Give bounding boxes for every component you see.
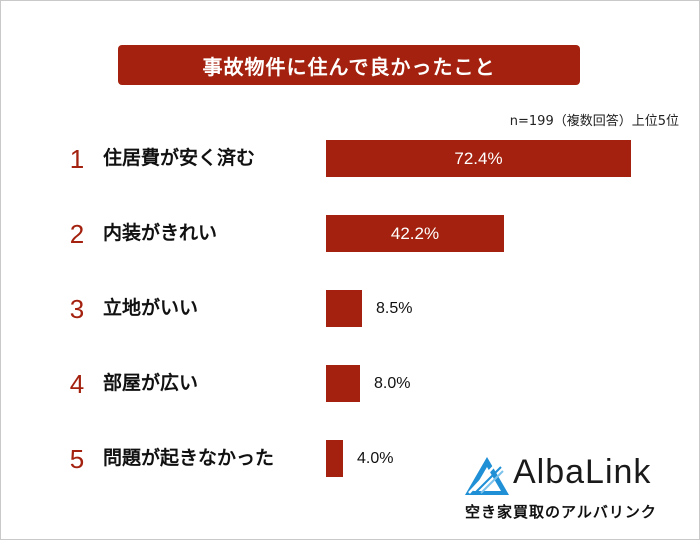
data-label: 8.0% <box>374 375 411 392</box>
category-label: 住居費が安く済む <box>103 147 256 169</box>
rank-label: 4 <box>69 369 85 399</box>
logo-tagline: 空き家買取のアルバリンク <box>465 503 657 521</box>
albalink-logo-icon <box>465 457 509 495</box>
bar <box>326 140 631 177</box>
rank-label: 1 <box>69 144 85 174</box>
rank-label: 2 <box>69 219 85 249</box>
bar <box>326 215 504 252</box>
logo-wordmark: AlbaLink <box>513 453 652 491</box>
sample-note: n=199（複数回答）上位5位 <box>509 114 679 129</box>
data-label: 72.4% <box>454 149 503 168</box>
category-label: 立地がいい <box>103 297 199 319</box>
chart-title: 事故物件に住んで良かったこと <box>118 45 580 85</box>
bar <box>326 365 360 402</box>
category-label: 部屋が広い <box>103 372 199 394</box>
bar <box>326 440 343 477</box>
category-label: 問題が起きなかった <box>103 447 275 469</box>
data-label: 4.0% <box>357 450 394 467</box>
rank-label: 3 <box>69 294 85 324</box>
data-label: 42.2% <box>390 224 440 243</box>
albalink-logo: AlbaLink 空き家買取のアルバリンク <box>463 453 693 533</box>
category-label: 内装がきれい <box>103 222 218 244</box>
data-label: 8.5% <box>376 300 413 317</box>
bar <box>326 290 362 327</box>
rank-label: 5 <box>69 444 85 474</box>
